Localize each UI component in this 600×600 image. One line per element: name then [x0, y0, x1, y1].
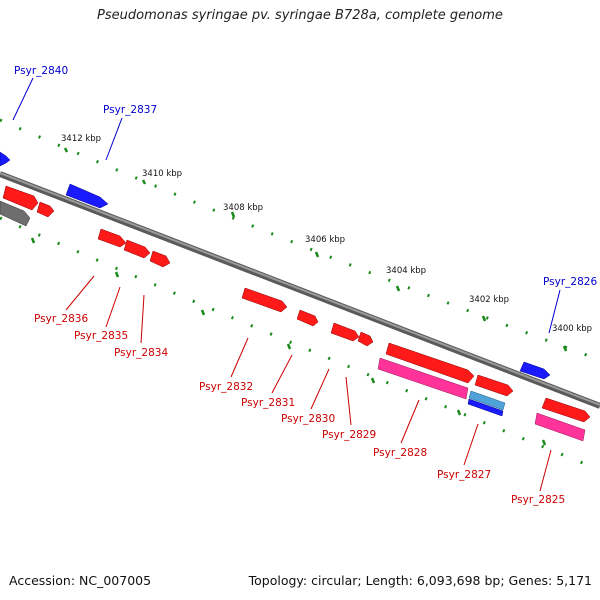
gene-label-red[interactable]: Psyr_2831	[241, 397, 295, 409]
gene-psyr-2826[interactable]	[519, 361, 551, 380]
tick-label: 3406 kbp	[305, 235, 345, 245]
genome-backbone	[0, 171, 600, 409]
label-connectors	[12, 77, 561, 492]
gene-psyr-2828-red[interactable]	[385, 342, 475, 384]
gene-label-red[interactable]: Psyr_2832	[199, 381, 253, 393]
gene-psyr-2827-red[interactable]	[474, 374, 514, 397]
map-title: Pseudomonas syringae pv. syringae B728a,…	[97, 8, 503, 23]
gene-label-red[interactable]: Psyr_2825	[511, 494, 565, 506]
gene-psyr-2836b[interactable]	[36, 201, 55, 218]
gene-features	[0, 151, 591, 442]
outer-tick-ring	[0, 118, 600, 362]
topology-text: Topology: circular; Length: 6,093,698 bp…	[248, 573, 592, 588]
gene-psyr-2837[interactable]	[65, 183, 109, 209]
gene-psyr-2830[interactable]	[330, 322, 360, 342]
tick-labels: 3412 kbp 3410 kbp 3408 kbp 3406 kbp 3404…	[61, 134, 592, 334]
gene-label-blue[interactable]: Psyr_2826	[543, 276, 597, 288]
gene-psyr-2834b[interactable]	[149, 250, 171, 268]
gene-psyr-2825-pink[interactable]	[534, 412, 586, 442]
gene-labels: Psyr_2840 Psyr_2837 Psyr_2826 Psyr_2836 …	[14, 65, 597, 506]
gene-psyr-2825-red[interactable]	[541, 397, 591, 423]
tick-label: 3410 kbp	[142, 169, 182, 179]
gene-label-red[interactable]: Psyr_2835	[74, 330, 128, 342]
gene-label-red[interactable]: Psyr_2836	[34, 313, 88, 325]
tick-label: 3402 kbp	[469, 295, 509, 305]
gene-psyr-2827-lightblue[interactable]	[468, 390, 506, 411]
tick-label: 3404 kbp	[386, 266, 426, 276]
tick-label: 3400 kbp	[552, 324, 592, 334]
gene-label-red[interactable]: Psyr_2827	[437, 469, 491, 481]
gene-label-blue[interactable]: Psyr_2837	[103, 104, 157, 116]
major-ticks	[30, 147, 568, 446]
tick-label: 3408 kbp	[223, 203, 263, 213]
gene-psyr-2832[interactable]	[241, 287, 288, 313]
gene-psyr-2831[interactable]	[296, 309, 319, 327]
accession-text: Accession: NC_007005	[9, 573, 152, 588]
gene-label-red[interactable]: Psyr_2834	[114, 347, 168, 359]
gene-psyr-2835[interactable]	[97, 228, 127, 248]
gene-psyr-2840[interactable]	[0, 151, 11, 167]
gene-psyr-2827-blue[interactable]	[467, 398, 504, 417]
gene-label-red[interactable]: Psyr_2830	[281, 413, 335, 425]
gene-psyr-2829[interactable]	[357, 331, 374, 347]
grey-feature[interactable]	[0, 200, 31, 227]
gene-label-red[interactable]: Psyr_2828	[373, 447, 427, 459]
gene-psyr-2828-pink[interactable]	[377, 357, 469, 400]
gene-label-red[interactable]: Psyr_2829	[322, 429, 376, 441]
tick-label: 3412 kbp	[61, 134, 101, 144]
inner-tick-ring	[0, 216, 600, 472]
gene-psyr-2834[interactable]	[123, 239, 151, 259]
gene-label-blue[interactable]: Psyr_2840	[14, 65, 68, 77]
gene-psyr-2836[interactable]	[2, 185, 39, 211]
